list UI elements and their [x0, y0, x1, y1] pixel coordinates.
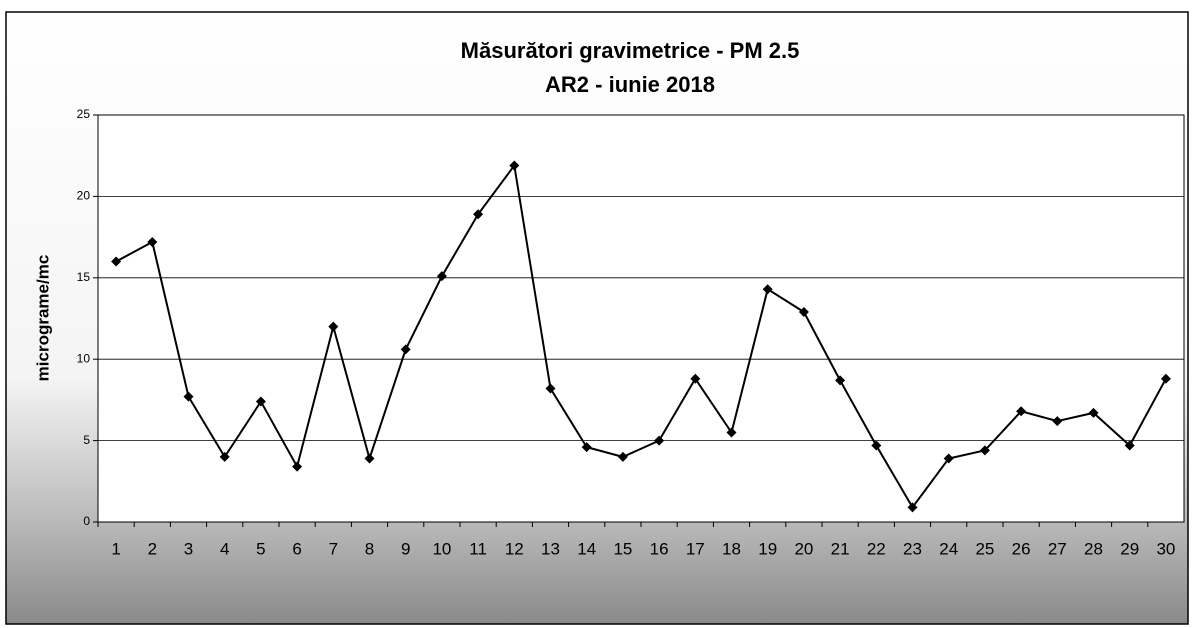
y-tick-label: 15	[77, 270, 91, 284]
x-tick-label: 17	[686, 539, 705, 558]
data-point	[509, 160, 520, 171]
data-point	[219, 451, 230, 462]
x-tick-label: 14	[577, 539, 596, 558]
data-point	[292, 461, 303, 472]
x-tick-label: 30	[1156, 539, 1175, 558]
y-tick-label: 20	[77, 189, 91, 203]
data-point	[1088, 407, 1099, 418]
x-tick-label: 5	[256, 539, 265, 558]
data-point	[907, 502, 918, 513]
x-tick-label: 27	[1048, 539, 1067, 558]
x-tick-label: 20	[794, 539, 813, 558]
data-point	[943, 453, 954, 464]
x-tick-label: 3	[184, 539, 193, 558]
x-tick-label: 12	[505, 539, 524, 558]
x-tick-label: 2	[148, 539, 157, 558]
y-tick-label: 5	[83, 433, 90, 447]
x-tick-label: 1	[111, 539, 120, 558]
data-point	[1124, 440, 1135, 451]
x-tick-label: 15	[613, 539, 632, 558]
y-tick-label: 25	[77, 107, 91, 121]
data-point	[835, 375, 846, 386]
data-point	[111, 256, 122, 267]
x-tick-label: 4	[220, 539, 229, 558]
data-point	[364, 453, 375, 464]
x-tick-label: 7	[329, 539, 338, 558]
data-point	[581, 442, 592, 453]
x-tick-label: 24	[939, 539, 958, 558]
data-point	[871, 440, 882, 451]
plot-area	[97, 114, 1185, 523]
data-point	[147, 236, 158, 247]
x-tick-label: 19	[758, 539, 777, 558]
data-point	[1052, 416, 1063, 427]
data-point	[979, 445, 990, 456]
y-tick-label: 0	[83, 514, 90, 528]
chart-title: Măsurători gravimetrice - PM 2.5	[461, 38, 800, 63]
x-tick-label: 25	[975, 539, 994, 558]
data-point	[1016, 406, 1027, 417]
x-tick-label: 18	[722, 539, 741, 558]
data-point	[183, 391, 194, 402]
x-tick-label: 22	[867, 539, 886, 558]
x-tick-label: 21	[831, 539, 850, 558]
data-point	[473, 209, 484, 220]
x-tick-label: 28	[1084, 539, 1103, 558]
data-point	[654, 435, 665, 446]
data-point	[690, 373, 701, 384]
x-tick-label: 16	[650, 539, 669, 558]
data-point	[545, 383, 556, 394]
x-tick-label: 6	[292, 539, 301, 558]
x-tick-label: 13	[541, 539, 560, 558]
chart-subtitle: AR2 - iunie 2018	[545, 72, 715, 97]
x-tick-label: 8	[365, 539, 374, 558]
x-tick-label: 23	[903, 539, 922, 558]
data-point	[726, 427, 737, 438]
data-point	[255, 396, 266, 407]
data-point	[1160, 373, 1171, 384]
x-tick-label: 29	[1120, 539, 1139, 558]
x-tick-label: 10	[432, 539, 451, 558]
data-point	[328, 321, 339, 332]
y-tick-label: 10	[77, 351, 91, 365]
x-tick-label: 11	[469, 539, 487, 558]
data-line	[115, 163, 1167, 510]
data-point	[436, 271, 447, 282]
y-axis-label: micrograme/mc	[33, 255, 52, 382]
x-tick-label: 9	[401, 539, 410, 558]
data-point	[798, 306, 809, 317]
data-point	[762, 284, 773, 295]
x-tick-label: 26	[1012, 539, 1031, 558]
data-point	[617, 451, 628, 462]
data-point	[400, 344, 411, 355]
